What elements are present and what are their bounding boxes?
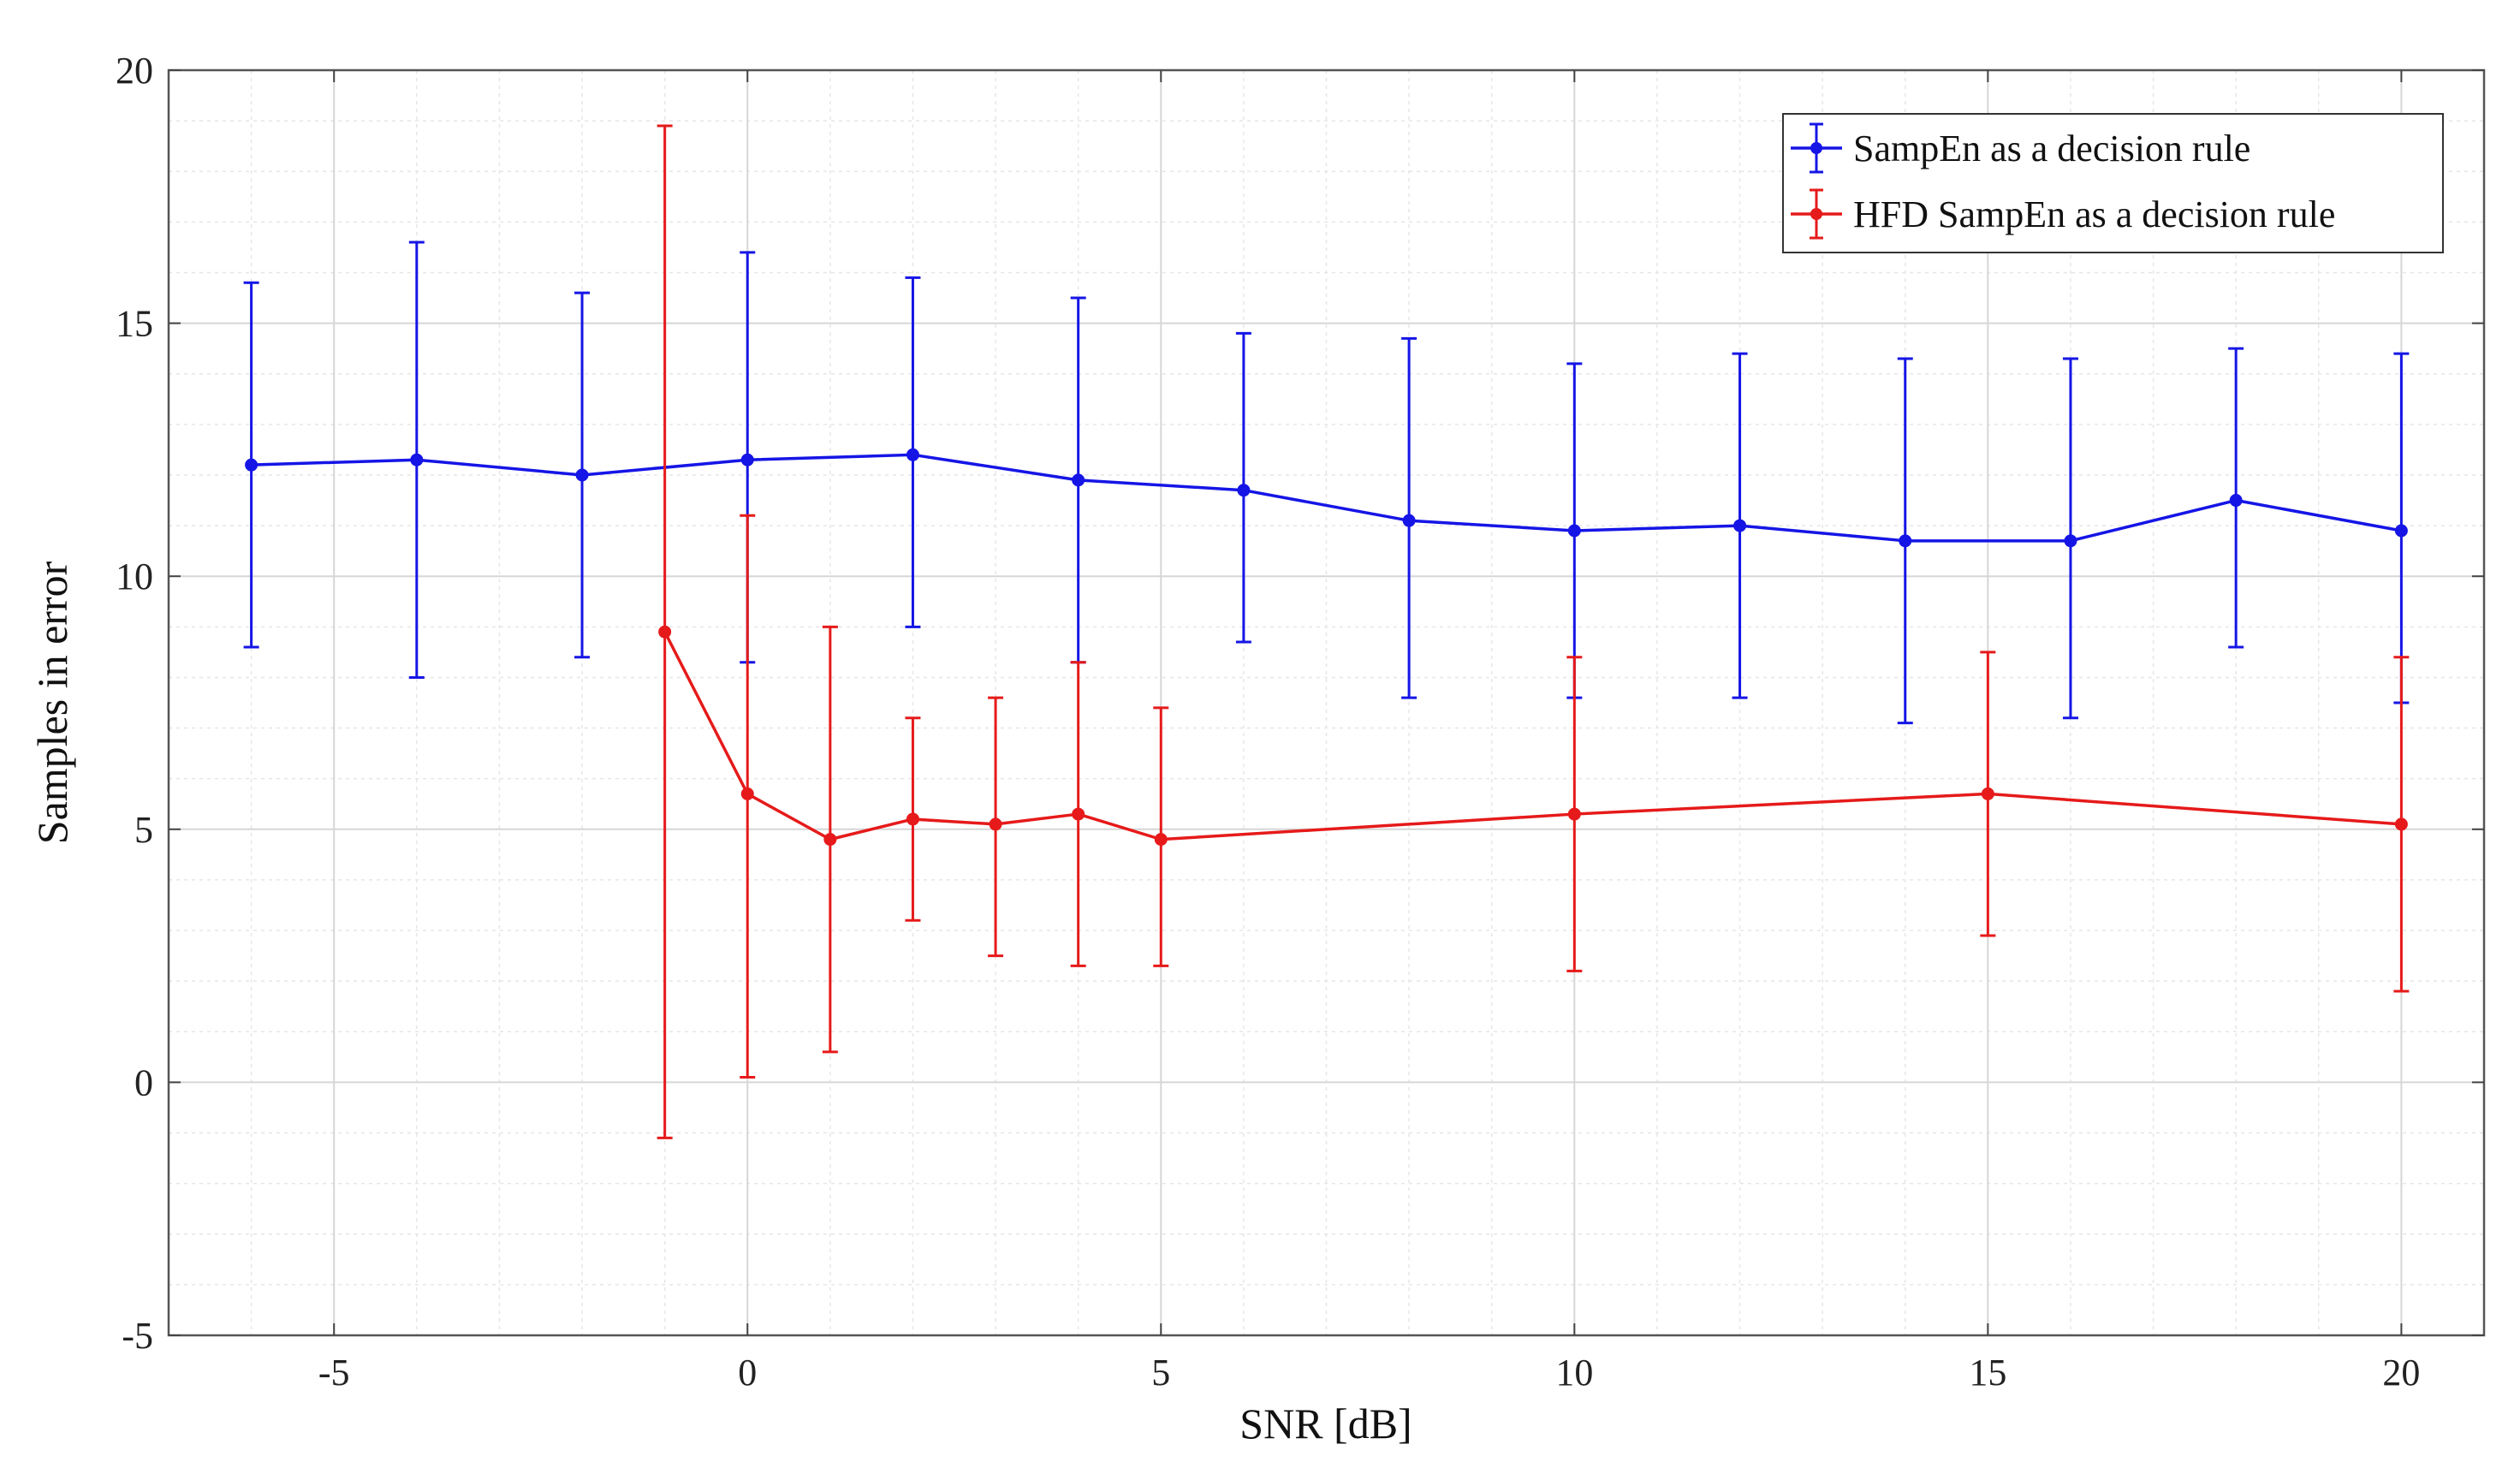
x-axis-label: SNR [dB] [1239,1400,1412,1447]
legend-box [1782,113,2444,253]
legend-label: SampEn as a decision rule [1853,128,2250,169]
series-line [663,631,2402,841]
x-tick-label: 15 [1969,1352,2006,1394]
data-point [2394,817,2408,831]
data-point [1072,473,1085,487]
data-point [575,468,589,482]
x-tick-label: 0 [738,1352,757,1394]
legend-marker [1810,142,1822,154]
data-point [1567,524,1581,538]
data-point [410,453,424,467]
plot-frame [167,68,2486,1337]
data-point [2064,534,2077,548]
series-layer [243,124,2410,1139]
data-point [906,448,919,461]
data-point [2229,494,2243,508]
minor-grid [168,70,2485,1335]
y-tick-label: 0 [134,1061,153,1103]
y-tick-label: 5 [134,809,153,851]
y-tick-label: 10 [116,556,153,597]
data-point [989,817,1002,831]
legend-label: HFD SampEn as a decision rule [1853,193,2335,235]
x-tick-label: -5 [318,1352,350,1394]
x-tick-label: 20 [2382,1352,2420,1394]
data-point [1072,807,1085,821]
data-point [1981,787,1994,800]
series-sampen [243,241,2410,725]
axis-labels: SNR [dB] Samples in error [28,561,1412,1447]
data-point [245,458,259,472]
axis-ticks: -5 0 5 10 15 20 -5 0 5 10 15 20 [116,50,2484,1394]
data-point [1567,807,1581,821]
data-point [906,812,919,826]
data-point [1899,534,1912,548]
legend: SampEn as a decision rule HFD SampEn as a… [1782,113,2444,253]
x-tick-label: 10 [1555,1352,1593,1394]
y-tick-label: 20 [116,50,153,92]
data-point [740,787,754,800]
data-point [1154,833,1168,847]
series-hfd-sampen [657,124,2410,1139]
data-point [740,453,754,467]
x-tick-label: 5 [1151,1352,1170,1394]
series-line [251,453,2402,543]
data-point [1733,519,1747,532]
y-tick-label: -5 [122,1315,153,1357]
y-axis-label: Samples in error [28,561,76,844]
data-point [1237,484,1251,497]
data-point [1402,514,1416,527]
data-point [2394,524,2408,538]
data-point [823,833,837,847]
data-point [658,625,672,639]
y-tick-label: 15 [116,303,153,345]
legend-marker [1810,208,1822,220]
